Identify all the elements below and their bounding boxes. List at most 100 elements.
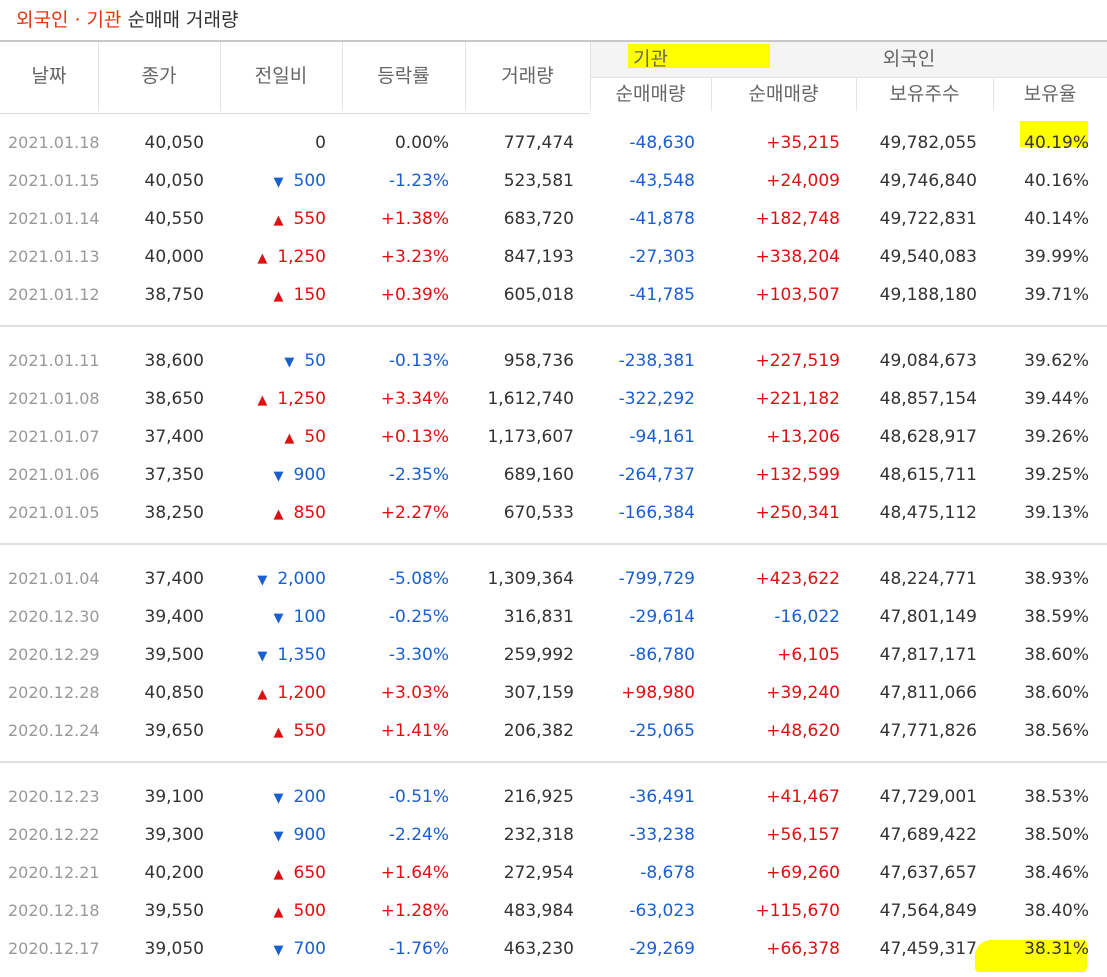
close-cell: 37,400: [144, 569, 204, 589]
date-cell: 2021.01.05: [8, 503, 100, 522]
down-arrow-icon: ▼: [273, 175, 284, 190]
header-institution: 기관: [633, 48, 668, 70]
foreign-net-cell: +56,157: [766, 825, 840, 845]
up-arrow-icon: ▲: [273, 725, 284, 740]
ratio-cell: 38.50%: [1024, 825, 1089, 845]
holdings-cell: 48,615,711: [879, 465, 977, 485]
ratio-cell: 38.60%: [1024, 683, 1089, 703]
table-row: 2020.12.18 39,550 ▲ 500 +1.28% 483,984 -63,023…: [0, 892, 1107, 930]
foreign-net-cell: -16,022: [774, 607, 840, 627]
table-row: 2021.01.06 37,350 ▼ 900 -2.35% 689,160 -264,73…: [0, 456, 1107, 494]
table-row: 2021.01.14 40,550 ▲ 550 +1.38% 683,720 -41,878…: [0, 200, 1107, 238]
diff-value: 550: [293, 209, 326, 229]
holdings-cell: 49,084,673: [879, 351, 977, 371]
foreign-net-cell: +24,009: [766, 171, 840, 191]
close-cell: 37,350: [144, 465, 204, 485]
holdings-cell: 47,564,849: [879, 901, 977, 921]
close-cell: 40,000: [144, 247, 204, 267]
up-arrow-icon: ▲: [273, 867, 284, 882]
diff-cell: ▼ 900: [274, 456, 326, 496]
table-row: 2020.12.29 39,500 ▼ 1,350 -3.30% 259,992 -86,7…: [0, 636, 1107, 674]
diff-value: 50: [304, 351, 326, 371]
volume-cell: 483,984: [503, 901, 574, 921]
inst-net-cell: -41,878: [629, 209, 695, 229]
diff-value: 2,000: [277, 569, 326, 589]
close-cell: 40,850: [144, 683, 204, 703]
holdings-cell: 48,628,917: [879, 427, 977, 447]
table-row: 2020.12.22 39,300 ▼ 900 -2.24% 232,318 -33,238…: [0, 816, 1107, 854]
rate-cell: -1.23%: [388, 171, 449, 191]
rate-cell: -3.30%: [388, 645, 449, 665]
highlight-mark: [628, 44, 770, 68]
diff-cell: ▼ 700: [274, 930, 326, 970]
date-cell: 2021.01.12: [8, 285, 100, 304]
foreign-net-cell: +41,467: [766, 787, 840, 807]
header-sub-bg: [590, 77, 1107, 114]
down-arrow-icon: ▼: [273, 791, 284, 806]
ratio-cell: 40.19%: [1024, 133, 1089, 153]
diff-cell: ▲ 850: [274, 494, 326, 534]
rate-cell: -1.76%: [388, 939, 449, 959]
holdings-cell: 47,817,171: [879, 645, 977, 665]
divider: [465, 42, 466, 111]
diff-cell: ▲ 550: [274, 200, 326, 240]
divider: [98, 42, 99, 111]
holdings-cell: 48,857,154: [879, 389, 977, 409]
date-cell: 2020.12.29: [8, 645, 100, 664]
table-row: 2021.01.18 40,050 0 0.00% 777,474 -48,630 +35,…: [0, 124, 1107, 162]
inst-net-cell: +98,980: [621, 683, 695, 703]
inst-net-cell: -25,065: [629, 721, 695, 741]
diff-cell: ▲ 150: [274, 276, 326, 316]
diff-cell: ▲ 650: [274, 854, 326, 894]
volume-cell: 1,612,740: [487, 389, 574, 409]
holdings-cell: 49,540,083: [879, 247, 977, 267]
foreign-net-cell: +13,206: [766, 427, 840, 447]
header-foreign: 외국인: [882, 48, 936, 70]
close-cell: 39,400: [144, 607, 204, 627]
rate-cell: -0.13%: [388, 351, 449, 371]
foreign-net-cell: +221,182: [755, 389, 840, 409]
inst-net-cell: -29,614: [629, 607, 695, 627]
table-row: 2021.01.07 37,400 ▲ 50 +0.13% 1,173,607 -94,16…: [0, 418, 1107, 456]
volume-cell: 463,230: [503, 939, 574, 959]
diff-value: 500: [293, 901, 326, 921]
down-arrow-icon: ▼: [273, 611, 284, 626]
table-row: 2020.12.21 40,200 ▲ 650 +1.64% 272,954 -8,678 +…: [0, 854, 1107, 892]
ratio-cell: 39.99%: [1024, 247, 1089, 267]
diff-value: 700: [293, 939, 326, 959]
rate-cell: 0.00%: [394, 133, 449, 153]
table-row: 2021.01.04 37,400 ▼ 2,000 -5.08% 1,309,364 -79…: [0, 560, 1107, 598]
volume-cell: 605,018: [503, 285, 574, 305]
foreign-net-cell: +39,240: [766, 683, 840, 703]
close-cell: 39,100: [144, 787, 204, 807]
holdings-cell: 49,722,831: [879, 209, 977, 229]
ratio-cell: 39.25%: [1024, 465, 1089, 485]
volume-cell: 523,581: [503, 171, 574, 191]
inst-net-cell: -264,737: [618, 465, 695, 485]
divider: [856, 78, 857, 111]
volume-cell: 683,720: [503, 209, 574, 229]
close-cell: 38,250: [144, 503, 204, 523]
holdings-cell: 48,224,771: [879, 569, 977, 589]
diff-value: 1,200: [277, 683, 326, 703]
ratio-cell: 38.60%: [1024, 645, 1089, 665]
volume-cell: 689,160: [503, 465, 574, 485]
header-foreign-net: 순매매량: [748, 83, 819, 105]
date-cell: 2021.01.13: [8, 247, 100, 266]
foreign-net-cell: +423,622: [755, 569, 840, 589]
inst-net-cell: -29,269: [629, 939, 695, 959]
ratio-cell: 39.26%: [1024, 427, 1089, 447]
volume-cell: 1,173,607: [487, 427, 574, 447]
diff-cell: ▼ 50: [284, 342, 326, 382]
volume-cell: 670,533: [503, 503, 574, 523]
volume-cell: 958,736: [503, 351, 574, 371]
date-cell: 2021.01.08: [8, 389, 100, 408]
divider: [711, 78, 712, 111]
up-arrow-icon: ▲: [257, 393, 268, 408]
diff-value: 900: [293, 465, 326, 485]
diff-cell: ▼ 1,350: [257, 636, 326, 676]
header-ratio: 보유율: [1023, 83, 1077, 105]
divider: [590, 42, 591, 111]
foreign-net-cell: +132,599: [755, 465, 840, 485]
holdings-cell: 47,637,657: [879, 863, 977, 883]
